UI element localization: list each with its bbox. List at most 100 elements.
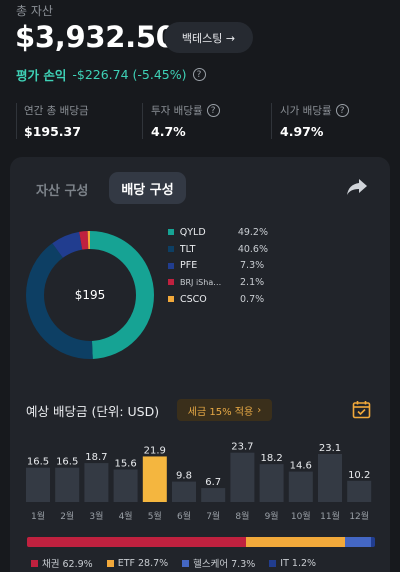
tab-asset-composition[interactable]: 자산 구성 <box>36 184 89 199</box>
month-tick-label: 12월 <box>349 510 369 522</box>
bar-value-label: 6.7 <box>205 477 221 488</box>
legend-item: QYLD 49.2% <box>168 224 268 241</box>
bar[interactable] <box>230 452 255 502</box>
bar-value-label: 21.9 <box>144 445 166 456</box>
legend-name: CSCO <box>180 293 207 305</box>
bar-value-label: 16.5 <box>27 457 49 468</box>
tax-badge[interactable]: 세금 15% 적용 › <box>177 399 272 421</box>
dividend-card <box>10 157 390 572</box>
chevron-right-icon: › <box>257 404 262 416</box>
month-tick-label: 7월 <box>206 510 220 522</box>
breakdown-legend-item: IT 1.2% <box>269 556 316 570</box>
calendar-icon[interactable] <box>352 400 371 419</box>
bar[interactable] <box>347 480 372 502</box>
tab-dividend-composition[interactable]: 배당 구성 <box>109 172 186 204</box>
month-tick-label: 2월 <box>60 510 74 522</box>
backtest-button[interactable]: 백테스팅 → <box>164 22 253 53</box>
total-assets-label: 총 자산 <box>16 4 53 18</box>
month-tick-label: 5월 <box>148 510 162 522</box>
breakdown-segment <box>27 537 246 547</box>
stat-investment-yield: 투자 배당률 ? 4.7% <box>151 103 271 139</box>
stat-value: $195.37 <box>24 124 81 139</box>
month-tick-label: 9월 <box>265 510 279 522</box>
backtest-button-label: 백테스팅 → <box>181 31 236 45</box>
bar[interactable] <box>55 467 80 502</box>
divider <box>16 103 17 139</box>
legend-swatch <box>168 229 174 236</box>
bar[interactable] <box>84 463 109 502</box>
legend-item: TLT 40.6% <box>168 241 268 258</box>
donut-center-value: $195 <box>74 288 106 302</box>
breakdown-legend-item: ETF 28.7% <box>106 556 169 570</box>
legend-name: BRJ iSha… <box>180 277 222 287</box>
bar[interactable] <box>259 464 284 502</box>
donut-legend: QYLD 49.2% TLT 40.6% PFE 7.3% BRJ iSha… 2.1% CSC… <box>168 224 268 307</box>
bar-value-label: 15.6 <box>114 459 136 470</box>
bar-value-label: 14.6 <box>290 461 312 472</box>
legend-item: BRJ iSha… 2.1% <box>168 274 268 291</box>
bar-value-label: 10.2 <box>348 470 370 481</box>
bar-value-label: 23.7 <box>231 442 253 453</box>
sector-breakdown-legend: 채권 62.9% ETF 28.7% 헬스케어 7.3% IT 1.2% <box>31 556 391 570</box>
stat-value: 4.7% <box>151 124 186 139</box>
bar[interactable] <box>201 488 226 502</box>
sector-breakdown-bar <box>27 537 375 547</box>
help-icon[interactable]: ? <box>192 68 206 81</box>
tax-badge-label: 세금 15% 적용 <box>187 406 254 418</box>
legend-name: TLT <box>179 243 196 255</box>
breakdown-swatch <box>106 559 114 567</box>
month-tick-label: 3월 <box>89 510 103 522</box>
legend-pct: 49.2% <box>237 226 268 238</box>
month-tick-label: 8월 <box>235 510 249 522</box>
legend-name: QYLD <box>179 226 206 238</box>
pnl-label: 평가 손익 <box>16 68 67 83</box>
month-tick-label: 6월 <box>177 510 191 522</box>
bar[interactable] <box>318 453 342 502</box>
help-icon[interactable]: ? <box>206 104 220 117</box>
legend-swatch <box>168 279 174 286</box>
bar-value-label: 9.8 <box>176 471 192 482</box>
breakdown-label: 채권 62.9% <box>42 559 93 570</box>
stat-annual-dividend: 연간 총 배당금 $195.37 <box>24 103 144 139</box>
month-tick-label: 1월 <box>31 510 45 522</box>
bar[interactable] <box>142 456 167 502</box>
share-icon[interactable] <box>345 176 369 198</box>
legend-swatch <box>168 296 174 303</box>
forecast-title: 예상 배당금 (단위: USD) <box>26 404 160 419</box>
breakdown-swatch <box>269 559 277 567</box>
bar[interactable] <box>26 467 50 502</box>
divider <box>142 103 143 139</box>
stat-market-yield: 시가 배당률 ? 4.97% <box>280 103 400 139</box>
breakdown-legend-item: 헬스케어 7.3% <box>182 556 255 570</box>
bar-value-label: 23.1 <box>319 443 341 454</box>
legend-item: PFE 7.3% <box>168 257 268 274</box>
legend-swatch <box>168 262 174 269</box>
dividend-donut-chart <box>26 231 154 359</box>
stat-label: 연간 총 배당금 <box>24 105 89 117</box>
bar-value-label: 18.2 <box>260 453 282 464</box>
breakdown-swatch <box>31 559 38 567</box>
legend-name: PFE <box>180 260 198 272</box>
stat-value: 4.97% <box>280 124 324 139</box>
pnl-value: -$226.74 (-5.45%) <box>72 67 187 82</box>
bar-value-label: 16.5 <box>56 457 78 468</box>
breakdown-segment <box>245 537 346 547</box>
bar[interactable] <box>113 469 138 502</box>
donut-slice-tlt <box>26 231 154 359</box>
breakdown-label: IT 1.2% <box>280 557 317 569</box>
legend-pct: 7.3% <box>240 260 265 272</box>
breakdown-label: ETF 28.7% <box>117 557 169 569</box>
pnl-row: 평가 손익 -$226.74 (-5.45%) ? <box>16 65 206 84</box>
stat-label: 시가 배당률 ? <box>280 103 400 118</box>
legend-pct: 2.1% <box>240 276 265 288</box>
breakdown-legend-item: 채권 62.9% <box>31 556 93 570</box>
legend-swatch <box>168 246 174 253</box>
help-icon[interactable]: ? <box>335 104 349 117</box>
bar[interactable] <box>288 471 313 502</box>
legend-pct: 40.6% <box>237 243 268 255</box>
breakdown-label: 헬스케어 7.3% <box>193 559 256 570</box>
bar[interactable] <box>172 481 196 502</box>
breakdown-segment <box>370 537 375 547</box>
breakdown-segment <box>345 537 371 547</box>
total-assets-value: $3,932.50 <box>15 20 176 54</box>
